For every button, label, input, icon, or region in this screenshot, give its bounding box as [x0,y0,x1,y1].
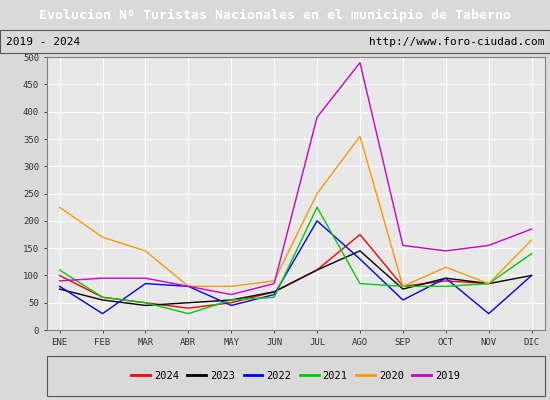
Text: 2019 - 2024: 2019 - 2024 [6,37,80,47]
Legend: 2024, 2023, 2022, 2021, 2020, 2019: 2024, 2023, 2022, 2021, 2020, 2019 [128,368,463,384]
Text: http://www.foro-ciudad.com: http://www.foro-ciudad.com [369,37,544,47]
Text: Evolucion Nº Turistas Nacionales en el municipio de Taberno: Evolucion Nº Turistas Nacionales en el m… [39,8,511,22]
